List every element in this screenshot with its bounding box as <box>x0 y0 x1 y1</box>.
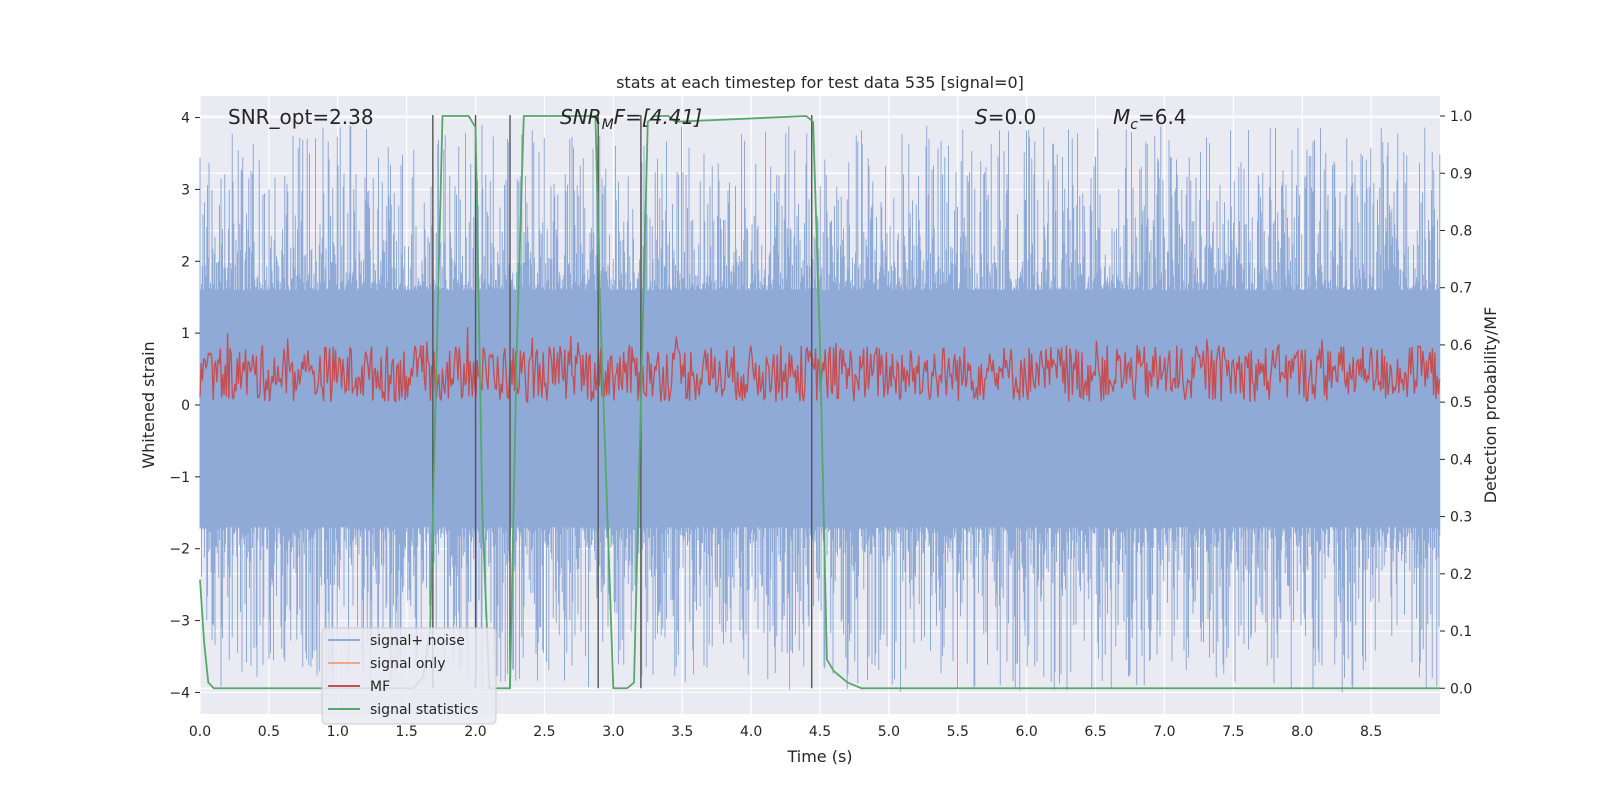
x-axis-ticks: 0.0 0.5 1.0 1.5 2.0 2.5 3.0 3.5 4.0 4.5 5.0 5.5 6.0 6… <box>189 724 1382 740</box>
x-axis-label: Time (s) <box>786 747 852 766</box>
x-tick-label-10: 5.0 <box>878 724 900 740</box>
x-tick-label-11: 5.5 <box>947 724 969 740</box>
annotation-snr-mf: SNRMF=[4.41] <box>560 105 702 133</box>
x-tick-label-15: 7.5 <box>1222 724 1244 740</box>
legend-label-signal-statistics: signal statistics <box>370 702 478 718</box>
y-left-tick-label-2: −2 <box>169 542 190 558</box>
y-right-tick-label-6: 0.6 <box>1450 338 1472 354</box>
y-left-tick-label-6: 2 <box>181 254 190 270</box>
x-tick-label-9: 4.5 <box>809 724 831 740</box>
y-right-tick-label-5: 0.5 <box>1450 395 1472 411</box>
x-tick-label-7: 3.5 <box>671 724 693 740</box>
legend-label-mf: MF <box>370 679 390 695</box>
x-tick-label-5: 2.5 <box>533 724 555 740</box>
x-tick-label-13: 6.5 <box>1084 724 1106 740</box>
x-tick-label-1: 0.5 <box>258 724 280 740</box>
legend: signal+ noise signal only MF signal stat… <box>321 627 497 725</box>
mf-line <box>199 326 1441 404</box>
y-left-tick-label-4: 0 <box>181 398 190 414</box>
legend-label-signal-noise: signal+ noise <box>370 633 465 649</box>
y-right-tick-label-8: 0.8 <box>1450 223 1472 239</box>
x-tick-label-8: 4.0 <box>740 724 762 740</box>
x-tick-label-14: 7.0 <box>1153 724 1175 740</box>
y-left-tick-label-8: 4 <box>181 111 190 127</box>
y-right-tick-label-0: 0.0 <box>1450 681 1472 697</box>
legend-label-signal-only: signal only <box>370 656 445 672</box>
y-axis-right-label: Detection probability/MF <box>1481 307 1500 504</box>
y-right-tick-label-9: 0.9 <box>1450 166 1472 182</box>
y-right-tick-label-7: 0.7 <box>1450 281 1472 297</box>
chart-title: stats at each timestep for test data 535… <box>616 73 1024 92</box>
x-tick-label-12: 6.0 <box>1016 724 1038 740</box>
y-right-tick-label-4: 0.4 <box>1450 452 1472 468</box>
legend-box <box>321 627 497 725</box>
y-right-tick-label-1: 0.1 <box>1450 624 1472 640</box>
y-left-tick-label-1: −3 <box>169 614 190 630</box>
annotation-s: S=0.0 <box>975 105 1036 129</box>
y-left-tick-label-3: −1 <box>169 470 190 486</box>
y-left-tick-label-7: 3 <box>181 182 190 198</box>
x-tick-label-2: 1.0 <box>327 724 349 740</box>
x-tick-label-6: 3.0 <box>602 724 624 740</box>
annotation-snr-opt: SNR_opt=2.38 <box>228 105 374 129</box>
x-tick-label-16: 8.0 <box>1291 724 1313 740</box>
annotation-mc: Mc=6.4 <box>1113 105 1187 133</box>
y-axis-left-ticks: −4 −3 −2 −1 0 1 2 3 4 <box>169 111 200 701</box>
x-tick-label-3: 1.5 <box>396 724 418 740</box>
x-tick-label-17: 8.5 <box>1360 724 1382 740</box>
y-axis-right-ticks: 0.0 0.1 0.2 0.3 0.4 0.5 0.6 0.7 0.8 0.9 1.0 <box>1440 109 1472 697</box>
y-right-tick-label-2: 0.2 <box>1450 567 1472 583</box>
x-tick-label-0: 0.0 <box>189 724 211 740</box>
y-axis-left-label: Whitened strain <box>139 341 158 468</box>
x-tick-label-4: 2.0 <box>464 724 486 740</box>
series-mf <box>199 326 1441 404</box>
y-right-tick-label-10: 1.0 <box>1450 109 1472 125</box>
y-left-tick-label-5: 1 <box>181 326 190 342</box>
y-right-tick-label-3: 0.3 <box>1450 510 1472 526</box>
y-left-tick-label-0: −4 <box>169 685 190 701</box>
